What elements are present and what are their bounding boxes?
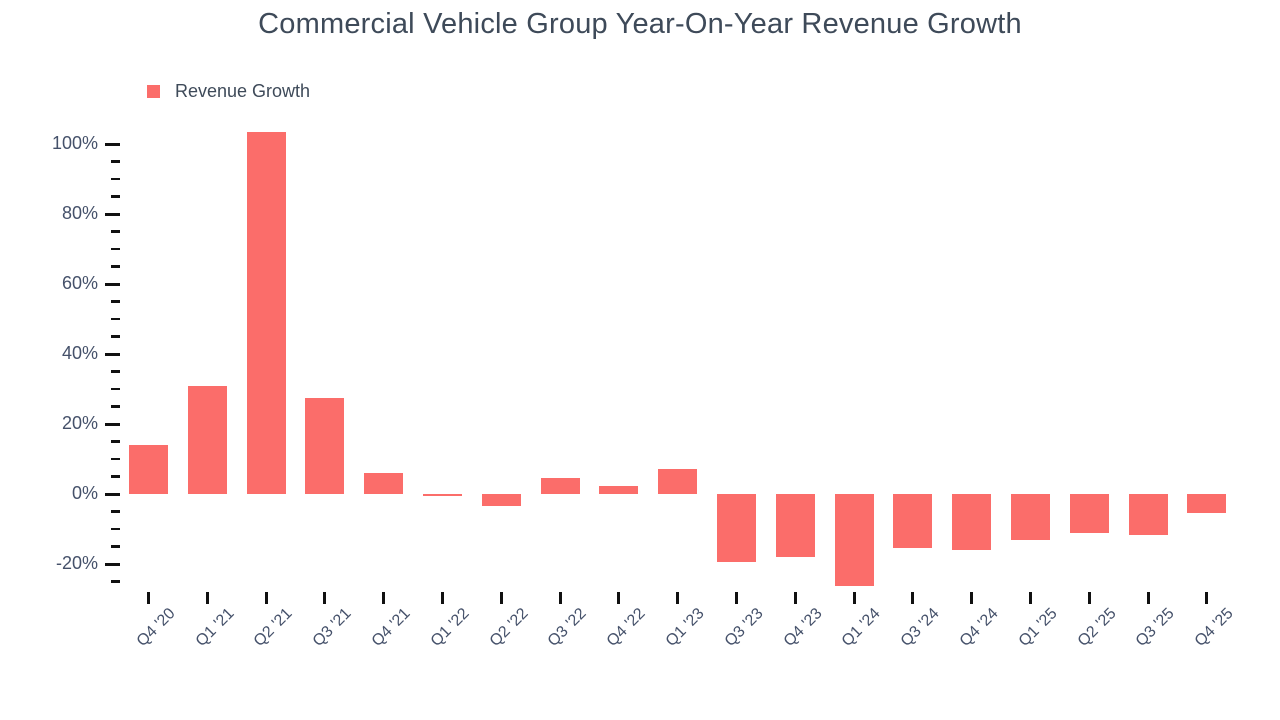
- x-axis-tick: [382, 592, 386, 604]
- bar-q3-22[interactable]: [540, 477, 580, 494]
- x-axis-tick: [205, 592, 209, 604]
- bar-q3-21[interactable]: [305, 397, 345, 494]
- bar-q2-22[interactable]: [481, 494, 521, 506]
- y-axis-minor-tick: [111, 300, 120, 303]
- y-axis-major-tick: [105, 562, 120, 566]
- legend[interactable]: Revenue Growth: [147, 81, 310, 102]
- y-axis-minor-tick: [111, 475, 120, 478]
- x-axis-tick: [1146, 592, 1150, 604]
- x-axis-label: Q3 '23: [721, 605, 767, 651]
- x-axis-label: Q2 '21: [251, 605, 297, 651]
- x-axis-label: Q4 '21: [368, 605, 414, 651]
- x-axis-label: Q3 '22: [545, 605, 591, 651]
- bar-q1-23[interactable]: [658, 469, 698, 494]
- bar-q4-24[interactable]: [952, 494, 992, 550]
- y-axis-minor-tick: [111, 195, 120, 198]
- y-axis-major-tick: [105, 282, 120, 286]
- x-axis-tick: [735, 592, 738, 604]
- y-axis-minor-tick: [111, 457, 120, 461]
- x-axis-label: Q1 '22: [427, 605, 473, 651]
- y-axis-major-tick: [105, 142, 120, 146]
- y-axis-minor-tick: [111, 230, 120, 233]
- x-axis-label: Q4 '22: [603, 605, 649, 651]
- x-axis-tick: [558, 592, 562, 604]
- bar-q4-22[interactable]: [599, 485, 639, 494]
- y-axis-minor-tick: [111, 247, 120, 251]
- x-axis-tick: [793, 592, 797, 604]
- y-axis-tick-label: 100%: [51, 133, 98, 153]
- x-axis-label: Q1 '23: [662, 605, 708, 651]
- y-axis-major-tick: [105, 352, 120, 356]
- x-axis-label: Q3 '21: [309, 605, 355, 651]
- y-axis-tick-label: 60%: [61, 273, 98, 293]
- y-axis-minor-tick: [111, 335, 120, 338]
- y-axis-tick-label: 0%: [71, 483, 98, 503]
- x-axis-tick: [499, 592, 503, 604]
- x-axis-tick: [1087, 592, 1091, 604]
- bar-q1-22[interactable]: [423, 494, 462, 496]
- x-axis-tick: [970, 592, 974, 604]
- bar-q4-20[interactable]: [129, 445, 168, 494]
- bar-q4-23[interactable]: [775, 494, 815, 557]
- x-axis-tick: [323, 592, 327, 604]
- x-axis-tick: [264, 592, 268, 604]
- x-axis-tick: [1205, 592, 1209, 604]
- x-axis-tick: [676, 592, 680, 604]
- bar-q1-24[interactable]: [834, 494, 874, 586]
- y-axis-major-tick: [105, 212, 120, 216]
- y-axis-minor-tick: [111, 177, 120, 181]
- y-axis-minor-tick: [111, 387, 120, 391]
- bar-q2-21[interactable]: [246, 131, 286, 494]
- bar-q3-25[interactable]: [1128, 494, 1168, 535]
- y-axis-minor-tick: [111, 370, 120, 373]
- x-axis-tick: [1029, 592, 1032, 604]
- y-axis-major-tick: [105, 492, 120, 496]
- y-axis-minor-tick: [111, 510, 120, 513]
- bar-q2-25[interactable]: [1069, 494, 1109, 533]
- x-axis-tick: [852, 592, 856, 604]
- y-axis-minor-tick: [111, 405, 120, 408]
- x-axis-label: Q4 '25: [1191, 605, 1237, 651]
- chart-title: Commercial Vehicle Group Year-On-Year Re…: [258, 8, 1022, 40]
- bar-q1-25[interactable]: [1011, 494, 1050, 540]
- x-axis-label: Q3 '25: [1133, 605, 1179, 651]
- x-axis-tick: [911, 592, 915, 604]
- y-axis-tick-label: 40%: [61, 343, 98, 363]
- bar-q3-24[interactable]: [893, 494, 933, 549]
- y-axis-minor-tick: [111, 160, 120, 163]
- y-axis-minor-tick: [111, 580, 120, 583]
- y-axis-minor-tick: [111, 545, 120, 548]
- bar-q3-23[interactable]: [717, 494, 756, 562]
- bar-q4-21[interactable]: [364, 473, 404, 494]
- y-axis-tick-label: -20%: [55, 553, 98, 573]
- x-axis-label: Q3 '24: [897, 605, 943, 651]
- x-axis-tick: [147, 592, 150, 604]
- x-axis-tick: [617, 592, 621, 604]
- bar-q4-25[interactable]: [1187, 494, 1227, 513]
- y-axis-minor-tick: [111, 317, 120, 321]
- y-axis-tick-label: 20%: [61, 413, 98, 433]
- x-axis-label: Q1 '21: [192, 605, 238, 651]
- x-axis-tick: [441, 592, 444, 604]
- y-axis-tick-label: 80%: [61, 203, 98, 223]
- legend-swatch-icon: [147, 85, 160, 98]
- legend-label: Revenue Growth: [175, 81, 311, 101]
- y-axis-major-tick: [105, 422, 120, 426]
- x-axis-label: Q1 '24: [839, 605, 885, 651]
- y-axis-minor-tick: [111, 265, 120, 268]
- x-axis-label: Q4 '23: [780, 605, 826, 651]
- x-axis-label: Q1 '25: [1015, 605, 1061, 651]
- x-axis-label: Q2 '25: [1074, 605, 1120, 651]
- y-axis-minor-tick: [111, 440, 120, 443]
- x-axis-label: Q4 '24: [956, 605, 1002, 651]
- x-axis-label: Q2 '22: [486, 605, 532, 651]
- y-axis-minor-tick: [111, 527, 120, 531]
- bar-q1-21[interactable]: [187, 385, 227, 494]
- x-axis-label: Q4 '20: [133, 605, 179, 651]
